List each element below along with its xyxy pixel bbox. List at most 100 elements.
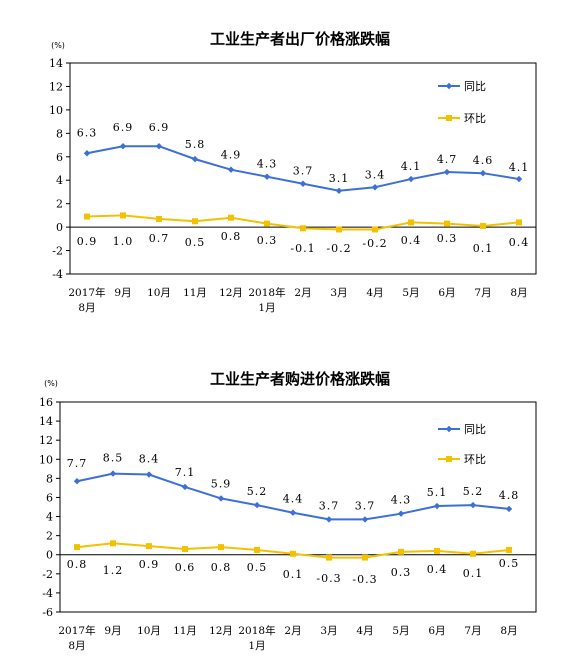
data-label-mom: 0.5 (247, 561, 268, 574)
data-label-mom: 0.4 (427, 563, 448, 576)
y-tick-label: 8 (46, 472, 53, 485)
y-tick-label: 0 (46, 549, 53, 562)
data-label-mom: 0.5 (499, 557, 520, 570)
y-tick-label: -2 (42, 568, 53, 581)
plot-area-frame (69, 62, 537, 275)
data-point-mom (336, 226, 342, 233)
data-label-yoy: 4.6 (473, 154, 494, 167)
data-point-mom (470, 550, 476, 557)
x-tick-label: 6月 (438, 287, 455, 299)
data-label-yoy: 7.1 (175, 466, 196, 479)
y-tick-label: -4 (42, 587, 53, 600)
data-point-yoy (181, 483, 189, 491)
data-point-mom (372, 226, 378, 233)
data-point-yoy (335, 187, 343, 194)
y-tick-label: 6 (46, 491, 53, 504)
data-label-yoy: 4.3 (391, 494, 412, 507)
data-point-yoy (515, 175, 523, 183)
y-tick-label: 10 (49, 104, 63, 117)
data-point-mom (192, 218, 198, 225)
data-point-yoy (505, 505, 513, 513)
y-tick-label: 2 (46, 530, 53, 543)
data-label-yoy: 8.5 (103, 452, 124, 465)
y-tick-label: 12 (49, 80, 63, 93)
data-point-mom (480, 222, 486, 229)
x-tick-label: 12月 (209, 625, 233, 637)
data-point-yoy (217, 495, 225, 502)
legend-label: 环比 (464, 112, 486, 125)
data-point-mom (434, 547, 440, 554)
data-point-yoy (109, 470, 117, 477)
legend-label: 同比 (464, 423, 486, 436)
data-label-yoy: 5.1 (427, 486, 448, 499)
data-label-yoy: 4.8 (499, 489, 520, 502)
x-tick-label: 10月 (147, 287, 171, 299)
y-tick-label: -2 (52, 245, 63, 258)
x-tick-label: 9月 (114, 287, 131, 299)
x-tick-label: 6月 (428, 625, 445, 637)
x-tick-label: 10月 (137, 625, 161, 637)
data-label-mom: 0.3 (257, 234, 278, 247)
data-point-mom (516, 219, 522, 226)
x-tick-label: 2017年 8月 (68, 286, 105, 314)
data-point-yoy (469, 501, 477, 509)
x-tick-label: 4月 (366, 287, 383, 299)
data-point-yoy (361, 516, 369, 523)
data-label-mom: 0.1 (283, 568, 304, 581)
y-axis-unit: (%) (44, 379, 58, 388)
y-tick-label: 6 (56, 151, 63, 164)
data-point-yoy (371, 184, 379, 191)
data-label-yoy: 5.8 (185, 138, 206, 151)
data-label-yoy: 4.1 (401, 160, 422, 173)
x-tick-label: 12月 (219, 287, 243, 299)
data-label-yoy: 5.2 (463, 485, 484, 498)
data-label-mom: 0.8 (211, 561, 232, 574)
data-label-mom: 0.4 (401, 234, 422, 247)
data-point-mom (110, 540, 116, 547)
chart-purchase-price: 工业生产者购进价格涨跌幅 (%) 16 14 12 10 8 6 4 2 0 -2 -4 -6 201… (39, 370, 537, 652)
data-label-yoy: 4.1 (509, 161, 530, 174)
legend-label: 同比 (464, 80, 486, 93)
data-label-mom: 0.3 (391, 566, 412, 579)
x-tick-label: 7月 (464, 625, 481, 637)
data-label-yoy: 4.7 (437, 153, 458, 166)
data-label-mom: 0.8 (221, 230, 242, 243)
y-tick-label: 14 (39, 415, 53, 428)
data-label-mom: 0.1 (473, 242, 494, 255)
data-point-yoy (263, 173, 271, 180)
data-point-yoy (253, 501, 261, 509)
data-label-mom: 1.2 (103, 564, 124, 577)
data-label-yoy: 4.4 (283, 493, 304, 506)
data-point-mom (300, 225, 306, 232)
data-label-yoy: 7.7 (67, 457, 88, 470)
data-point-mom (362, 554, 368, 561)
y-tick-label: 10 (39, 453, 53, 466)
data-point-mom (218, 544, 224, 551)
data-label-yoy: 8.4 (139, 453, 160, 466)
data-label-yoy: 3.4 (365, 168, 386, 181)
data-point-yoy (299, 180, 307, 187)
data-label-yoy: 5.2 (247, 485, 268, 498)
x-tick-label: 2017年 8月 (58, 624, 95, 652)
data-label-mom: -0.3 (352, 573, 377, 586)
legend-marker (446, 456, 452, 462)
data-label-mom: 0.3 (437, 232, 458, 245)
x-tick-label: 2018年 1月 (238, 624, 275, 652)
data-label-mom: 0.9 (77, 235, 98, 248)
x-tick-label: 8月 (500, 625, 517, 637)
data-label-yoy: 3.1 (329, 172, 350, 185)
data-label-yoy: 3.7 (355, 499, 376, 512)
data-label-mom: -0.2 (326, 242, 351, 255)
data-point-yoy (433, 502, 441, 510)
data-label-yoy: 4.3 (257, 158, 278, 171)
data-point-yoy (155, 143, 163, 150)
data-label-mom: 0.5 (185, 236, 206, 249)
y-axis-unit: (%) (51, 41, 65, 50)
data-label-mom: 0.1 (463, 567, 484, 580)
data-point-yoy (397, 510, 405, 517)
data-point-mom (398, 548, 404, 555)
data-point-yoy (443, 168, 451, 176)
data-label-mom: 0.6 (175, 561, 196, 574)
data-point-yoy (83, 150, 91, 157)
